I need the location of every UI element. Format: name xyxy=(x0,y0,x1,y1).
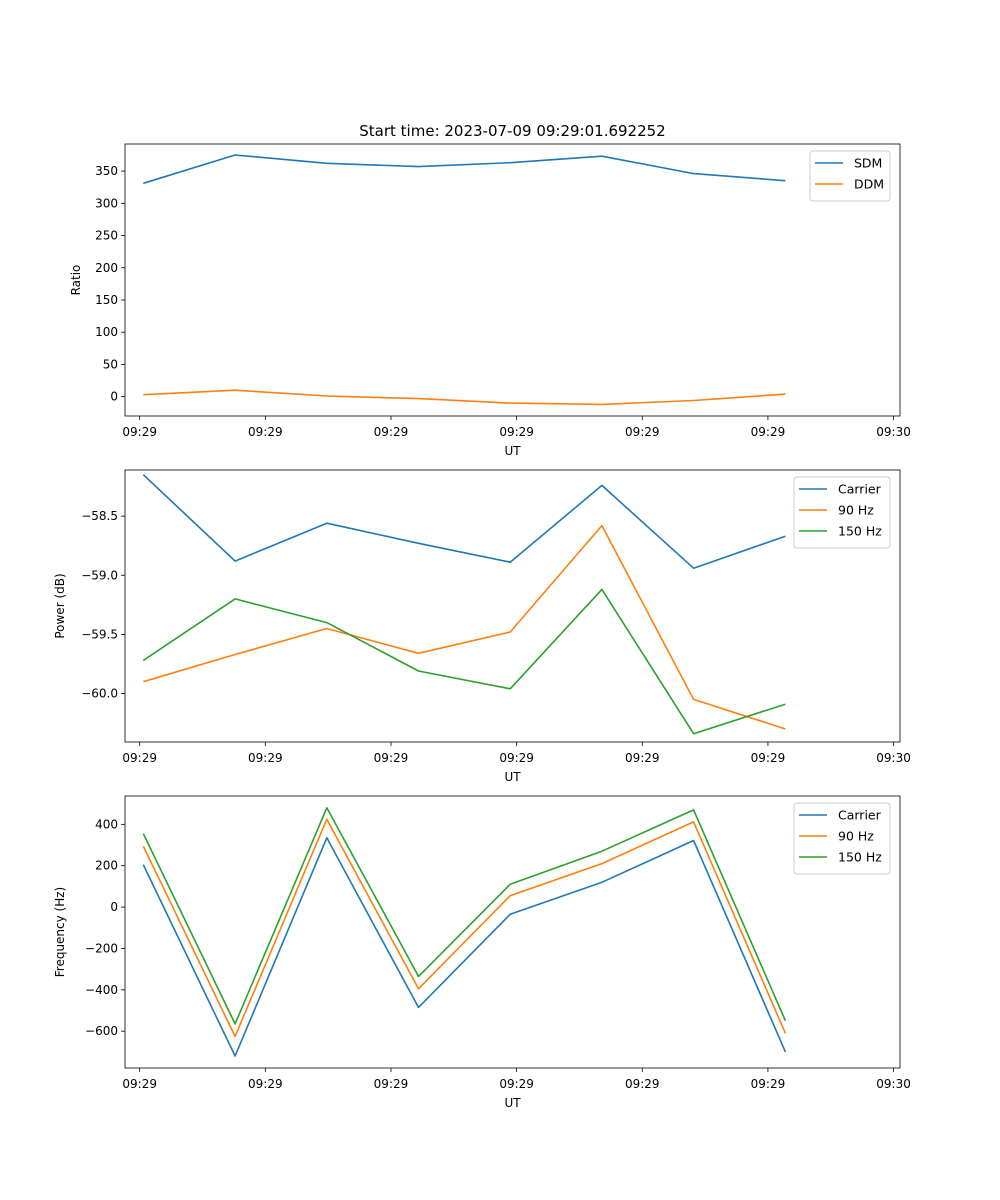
figure-title: Start time: 2023-07-09 09:29:01.692252 xyxy=(359,122,665,140)
y-tick-label: −400 xyxy=(85,983,118,997)
x-axis-label: UT xyxy=(504,770,521,784)
axes-frame xyxy=(124,143,901,417)
legend-label: SDM xyxy=(854,156,882,171)
x-tick-label: 09:29 xyxy=(122,425,157,439)
series-line-sdm xyxy=(143,154,786,185)
x-tick-label: 09:29 xyxy=(374,751,409,765)
x-tick-label: 09:29 xyxy=(751,751,786,765)
series-line-ddm xyxy=(143,389,786,406)
axes-1: 09:29 09:29 09:29 09:29 09:29 09:29 09:30 UT 0 50… xyxy=(69,143,911,458)
x-axis-label: UT xyxy=(504,1096,521,1110)
axes-frame xyxy=(124,795,901,1069)
y-tick-label: −600 xyxy=(85,1024,118,1038)
x-tick-label: 09:30 xyxy=(876,751,911,765)
x-tick-label: 09:29 xyxy=(751,425,786,439)
y-tick-label: 200 xyxy=(95,859,118,873)
series-line-150-hz xyxy=(142,806,787,1025)
series-line-150-hz xyxy=(142,588,786,735)
y-tick-label: −59.0 xyxy=(81,568,118,582)
legend-label: 150 Hz xyxy=(838,850,882,865)
legend: Carrier 90 Hz 150 Hz xyxy=(793,476,891,549)
y-tick-label: 50 xyxy=(103,357,118,371)
y-tick-label: 0 xyxy=(110,390,118,404)
y-tick-label: −200 xyxy=(85,941,118,955)
legend: Carrier 90 Hz 150 Hz xyxy=(793,802,891,875)
x-tick-label: 09:29 xyxy=(248,425,283,439)
x-tick-label: 09:29 xyxy=(499,1077,534,1091)
x-tick-label: 09:29 xyxy=(122,751,157,765)
legend-label: 90 Hz xyxy=(838,503,874,518)
x-axis-label: UT xyxy=(504,444,521,458)
legend-label: 90 Hz xyxy=(838,829,874,844)
y-tick-label: 300 xyxy=(95,196,118,210)
y-tick-label: 150 xyxy=(95,293,118,307)
x-tick-label: 09:29 xyxy=(499,425,534,439)
y-tick-label: 100 xyxy=(95,325,118,339)
legend-label: Carrier xyxy=(838,482,882,497)
axes-3: 09:29 09:29 09:29 09:29 09:29 09:29 09:30 UT 400… xyxy=(53,795,911,1110)
y-tick-label: 250 xyxy=(95,229,118,243)
y-axis-label: Ratio xyxy=(69,265,83,296)
x-tick-label: 09:29 xyxy=(751,1077,786,1091)
legend: SDM DDM xyxy=(809,150,891,202)
y-tick-label: −60.0 xyxy=(81,687,118,701)
x-tick-label: 09:29 xyxy=(248,1077,283,1091)
y-tick-label: 0 xyxy=(110,900,118,914)
axes-frame xyxy=(124,469,901,743)
x-tick-label: 09:29 xyxy=(625,751,660,765)
legend-label: Carrier xyxy=(838,808,882,823)
axes-2: 09:29 09:29 09:29 09:29 09:29 09:29 09:30 UT −58… xyxy=(53,469,911,784)
x-tick-label: 09:29 xyxy=(122,1077,157,1091)
series-line-90-hz xyxy=(143,524,786,730)
x-tick-label: 09:29 xyxy=(248,751,283,765)
x-tick-label: 09:29 xyxy=(625,1077,660,1091)
y-tick-label: 200 xyxy=(95,261,118,275)
x-tick-label: 09:30 xyxy=(876,1077,911,1091)
series-line-90-hz xyxy=(142,818,787,1038)
series-line-carrier xyxy=(142,836,787,1057)
y-axis-label: Power (dB) xyxy=(53,573,67,638)
legend-label: DDM xyxy=(854,177,884,192)
x-tick-label: 09:29 xyxy=(374,1077,409,1091)
y-tick-label: −58.5 xyxy=(81,509,118,523)
x-tick-label: 09:29 xyxy=(499,751,534,765)
legend-label: 150 Hz xyxy=(838,524,882,539)
y-tick-label: 400 xyxy=(95,817,118,831)
panels: 09:29 09:29 09:29 09:29 09:29 09:29 09:30 UT 0 50… xyxy=(53,143,911,1110)
series-line-carrier xyxy=(142,474,786,570)
x-tick-label: 09:29 xyxy=(625,425,660,439)
y-tick-label: −59.5 xyxy=(81,627,118,641)
x-tick-label: 09:30 xyxy=(876,425,911,439)
y-tick-label: 350 xyxy=(95,164,118,178)
x-tick-label: 09:29 xyxy=(374,425,409,439)
y-axis-label: Frequency (Hz) xyxy=(53,887,67,978)
